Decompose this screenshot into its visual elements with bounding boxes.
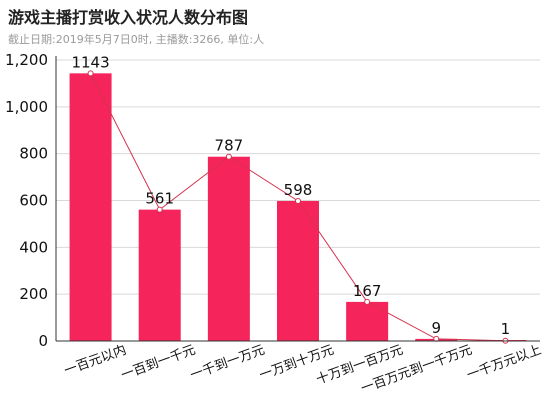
y-tick-labels: 0 200 400 600 800 1,000 1,200	[5, 51, 48, 350]
x-tick-label: 一百到一千元	[119, 343, 197, 384]
axes	[55, 56, 540, 342]
data-label: 9	[432, 319, 442, 337]
y-tick-label: 200	[19, 285, 48, 303]
bar	[277, 200, 319, 341]
data-labels: 1143 561 787 598 167 9 1	[71, 53, 510, 338]
bars	[69, 73, 527, 341]
x-tick-labels: 一百元以内一百到一千元一千到一万元一万到十万元十万到一百万元一百万元到一千万元一…	[62, 342, 543, 397]
x-tick-label: 一千万元以上	[465, 343, 543, 384]
trend-point	[87, 70, 94, 77]
bar	[138, 209, 181, 341]
x-tick-label: 一千到一万元	[188, 343, 266, 384]
chart-subtitle: 截止日期:2019年5月7日0时, 主播数:3266, 单位:人	[8, 33, 265, 46]
trend-point	[295, 197, 301, 204]
y-tick-label: 1,200	[5, 51, 48, 69]
trend-point	[364, 298, 371, 305]
bar	[69, 73, 112, 341]
bar	[346, 301, 389, 341]
trend-line	[87, 70, 509, 344]
data-label: 787	[215, 137, 244, 155]
trend-point	[225, 153, 232, 160]
y-tick-label: 400	[19, 238, 48, 256]
y-tick-label: 1,000	[5, 98, 48, 116]
data-label: 167	[353, 282, 382, 300]
y-tick-label: 0	[38, 332, 48, 350]
bar	[207, 156, 250, 341]
y-tick-label: 800	[19, 145, 48, 163]
data-label: 1	[501, 320, 511, 338]
data-label: 1143	[71, 53, 109, 71]
x-tick-label: 一百元以内	[62, 342, 129, 379]
data-label: 561	[145, 190, 174, 208]
y-tick-label: 600	[19, 192, 48, 210]
data-label: 598	[284, 181, 313, 199]
trend-point	[156, 206, 163, 213]
chart-title: 游戏主播打赏收入状况人数分布图	[8, 8, 249, 27]
